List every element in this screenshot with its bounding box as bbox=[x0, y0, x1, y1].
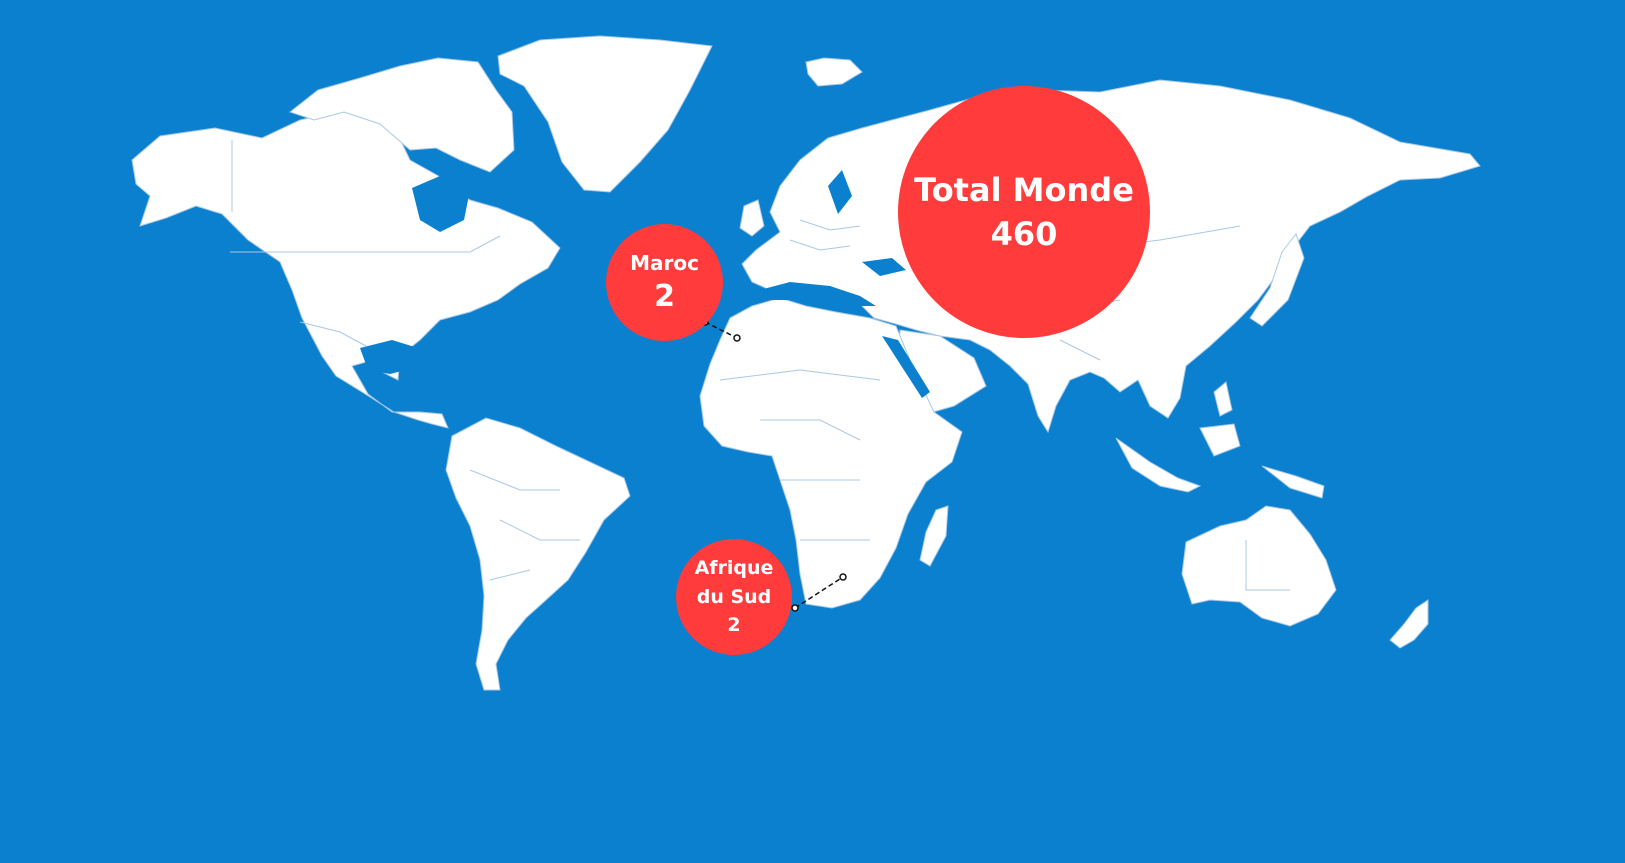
maroc-label: Maroc bbox=[630, 250, 699, 275]
maroc-leader-end-dot bbox=[733, 334, 741, 342]
total-world-label: Total Monde bbox=[914, 170, 1134, 209]
total-world-bubble: Total Monde 460 bbox=[898, 86, 1150, 338]
south-africa-label: Afrique du Sud bbox=[694, 557, 774, 608]
hudson-bay bbox=[412, 176, 470, 232]
south-africa-leader-end-dot bbox=[839, 573, 847, 581]
red-sea bbox=[882, 336, 930, 398]
australia bbox=[1181, 505, 1337, 627]
gulf-of-mexico bbox=[360, 340, 418, 374]
arctic-archipelago bbox=[288, 57, 515, 173]
south-africa-leader-line bbox=[794, 576, 844, 609]
maroc-leader-line bbox=[704, 321, 738, 339]
japan bbox=[1249, 232, 1305, 327]
south-africa-value: 2 bbox=[727, 614, 741, 637]
borders-south-america bbox=[469, 469, 580, 581]
british-isles bbox=[739, 199, 765, 237]
border-us-canada bbox=[230, 235, 501, 253]
mediterranean-sea bbox=[752, 282, 876, 306]
maroc-bubble: Maroc 2 bbox=[606, 224, 723, 341]
total-world-value: 460 bbox=[990, 215, 1058, 253]
borders-europe bbox=[789, 219, 861, 251]
south-africa-bubble: Afrique du Sud 2 bbox=[676, 539, 792, 655]
new-zealand bbox=[1389, 599, 1429, 649]
greenland bbox=[497, 35, 713, 193]
southeast-asia-islands bbox=[1115, 381, 1325, 499]
leader-lines bbox=[701, 318, 847, 612]
maroc-value: 2 bbox=[654, 278, 675, 314]
south-africa-leader-start-dot bbox=[791, 604, 799, 612]
south-america bbox=[445, 417, 631, 691]
africa bbox=[699, 297, 963, 609]
iceland bbox=[805, 57, 863, 87]
baltic-sea bbox=[828, 170, 852, 214]
black-sea bbox=[862, 258, 906, 276]
madagascar bbox=[919, 505, 949, 567]
borders-australia bbox=[1245, 540, 1290, 591]
borders-africa bbox=[719, 369, 881, 541]
border-us-mexico bbox=[299, 321, 367, 347]
